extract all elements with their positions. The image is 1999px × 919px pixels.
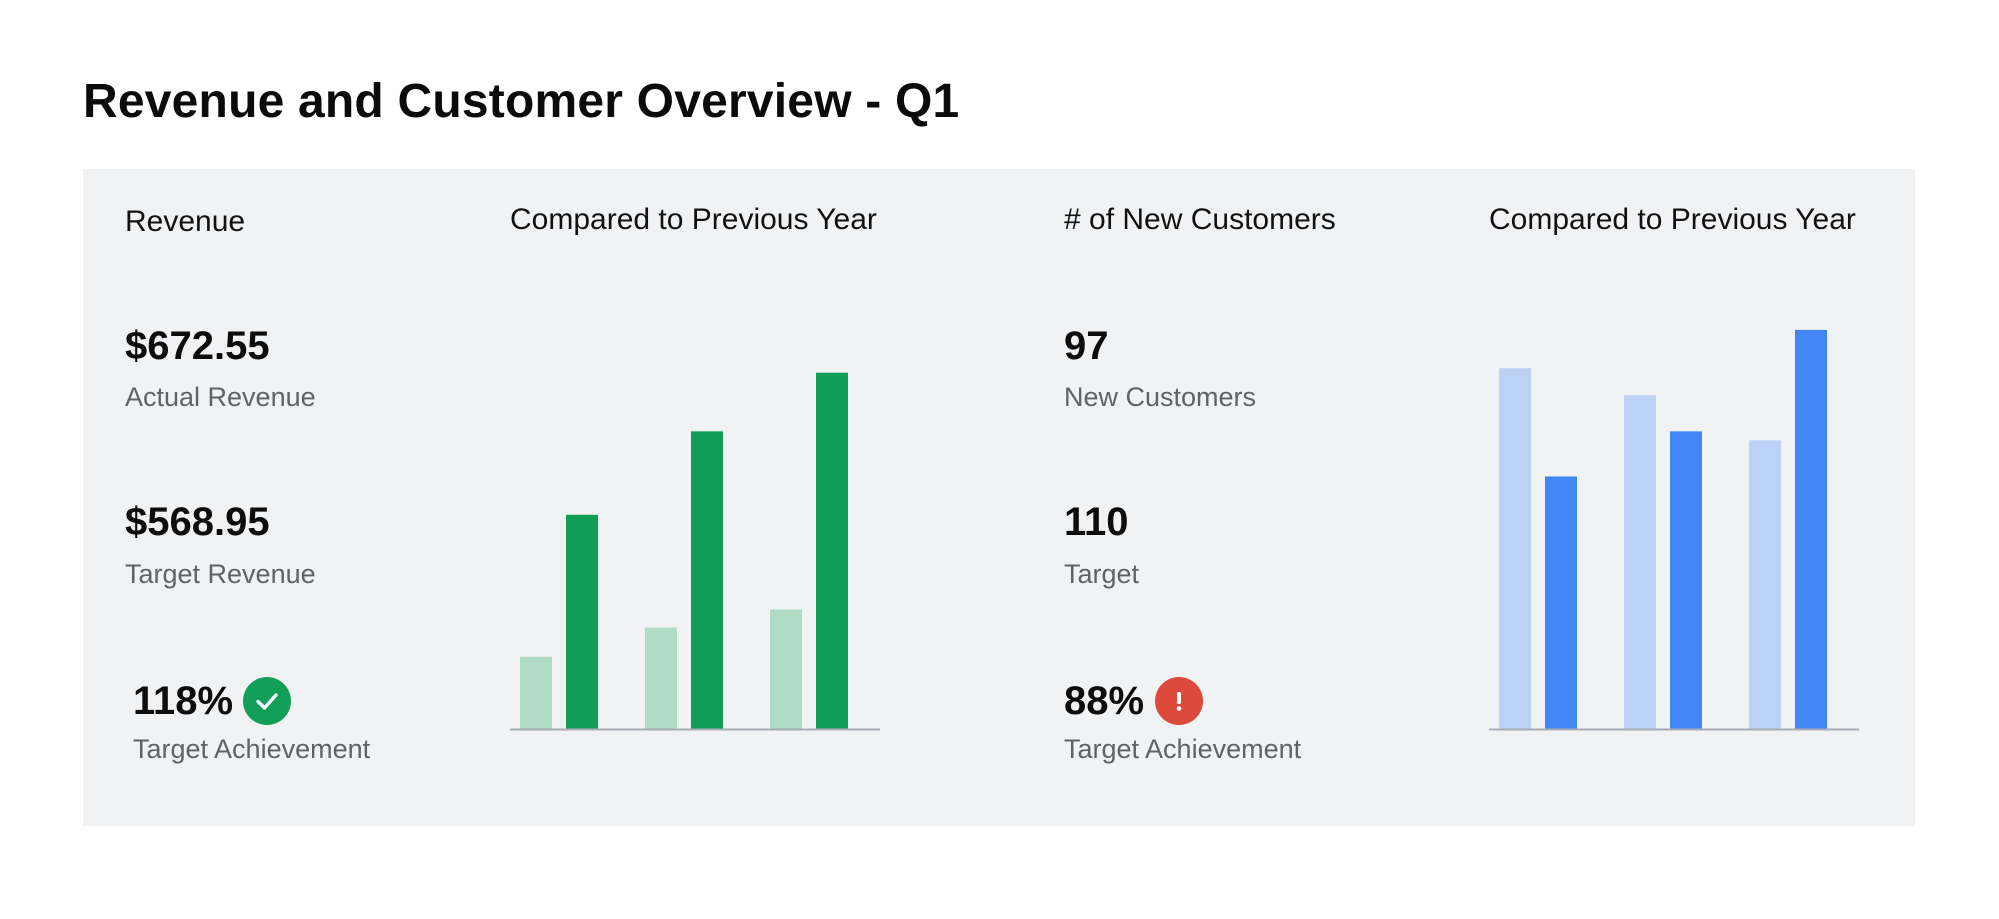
revenue-chart-title: Compared to Previous Year <box>510 203 877 236</box>
customers-heading: # of New Customers <box>1064 203 1336 236</box>
bar-series1-group1 <box>520 656 552 729</box>
customers-achievement-label: Target Achievement <box>1064 734 1302 764</box>
bar-series2-group3 <box>1795 329 1827 729</box>
new-customers-value: 97 <box>1064 324 1109 368</box>
target-revenue-label: Target Revenue <box>125 559 316 589</box>
bar-series1-group2 <box>1624 395 1656 729</box>
overview-panel: Revenue $672.55 Actual Revenue $568.95 T… <box>83 169 1915 826</box>
target-revenue-value: $568.95 <box>125 500 270 544</box>
revenue-comparison-chart <box>510 372 880 731</box>
bar-series2-group1 <box>566 514 598 729</box>
revenue-achievement-label: Target Achievement <box>133 734 371 764</box>
customers-achievement-value: 88% <box>1064 679 1145 723</box>
bar-series2-group2 <box>1670 431 1702 729</box>
revenue-achievement-value: 118% <box>133 679 234 723</box>
page-title: Revenue and Customer Overview - Q1 <box>83 75 960 128</box>
bar-series2-group1 <box>1545 476 1577 729</box>
check-icon <box>243 677 291 725</box>
bar-series1-group3 <box>1749 440 1781 729</box>
bar-series2-group3 <box>816 372 848 729</box>
bar-series2-group2 <box>691 431 723 729</box>
customers-target-label: Target <box>1064 559 1140 589</box>
customers-comparison-chart <box>1489 329 1859 731</box>
new-customers-label: New Customers <box>1064 382 1257 412</box>
exclamation-icon <box>1155 677 1203 725</box>
actual-revenue-value: $672.55 <box>125 324 270 368</box>
bar-series1-group3 <box>770 609 802 729</box>
revenue-heading: Revenue <box>125 205 246 238</box>
customers-chart-title: Compared to Previous Year <box>1489 203 1856 236</box>
bar-series1-group1 <box>1499 368 1531 729</box>
customers-target-value: 110 <box>1064 500 1129 544</box>
actual-revenue-label: Actual Revenue <box>125 382 316 412</box>
bar-series1-group2 <box>645 627 677 729</box>
